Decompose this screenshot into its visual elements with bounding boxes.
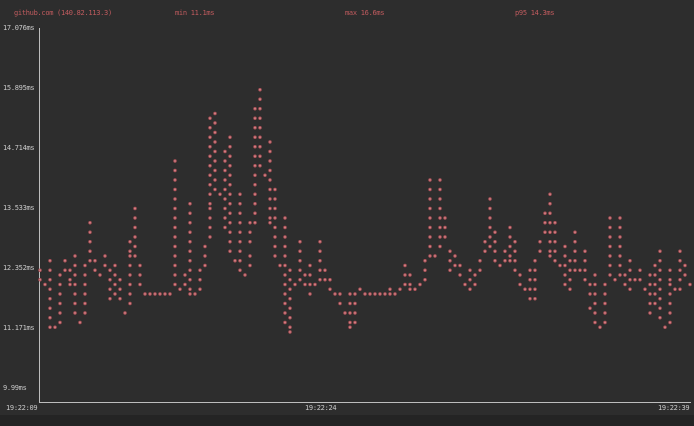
x-axis-tick: 19:22:09 [6, 404, 38, 412]
x-axis-tick: 19:22:39 [658, 404, 690, 412]
stat-p95-value: 14.3ms [530, 9, 555, 17]
y-axis-tick: 15.895ms [3, 84, 35, 92]
y-axis-tick: 9.99ms [3, 384, 27, 392]
y-axis-tick: 13.533ms [3, 204, 35, 212]
y-axis-tick: 14.714ms [3, 144, 35, 152]
ping-dot-series [38, 88, 692, 334]
stat-max: max 16.6ms [345, 9, 385, 18]
stat-p95: p95 14.3ms [515, 9, 555, 18]
y-axis-tick: 17.076ms [3, 24, 35, 32]
stat-min: min 11.1ms [175, 9, 215, 18]
stat-min-value: 11.1ms [190, 9, 215, 17]
terminal-bottom-edge [0, 415, 694, 426]
stat-min-label: min [175, 9, 187, 17]
stat-p95-label: p95 [515, 9, 527, 17]
y-axis-tick: 11.171ms [3, 324, 35, 332]
stat-max-value: 16.6ms [360, 9, 385, 17]
stat-max-label: max [345, 9, 357, 17]
ping-target-label: github.com (140.82.113.3) [14, 9, 112, 17]
y-axis-tick: 12.352ms [3, 264, 35, 272]
x-axis-tick: 19:22:24 [305, 404, 337, 412]
